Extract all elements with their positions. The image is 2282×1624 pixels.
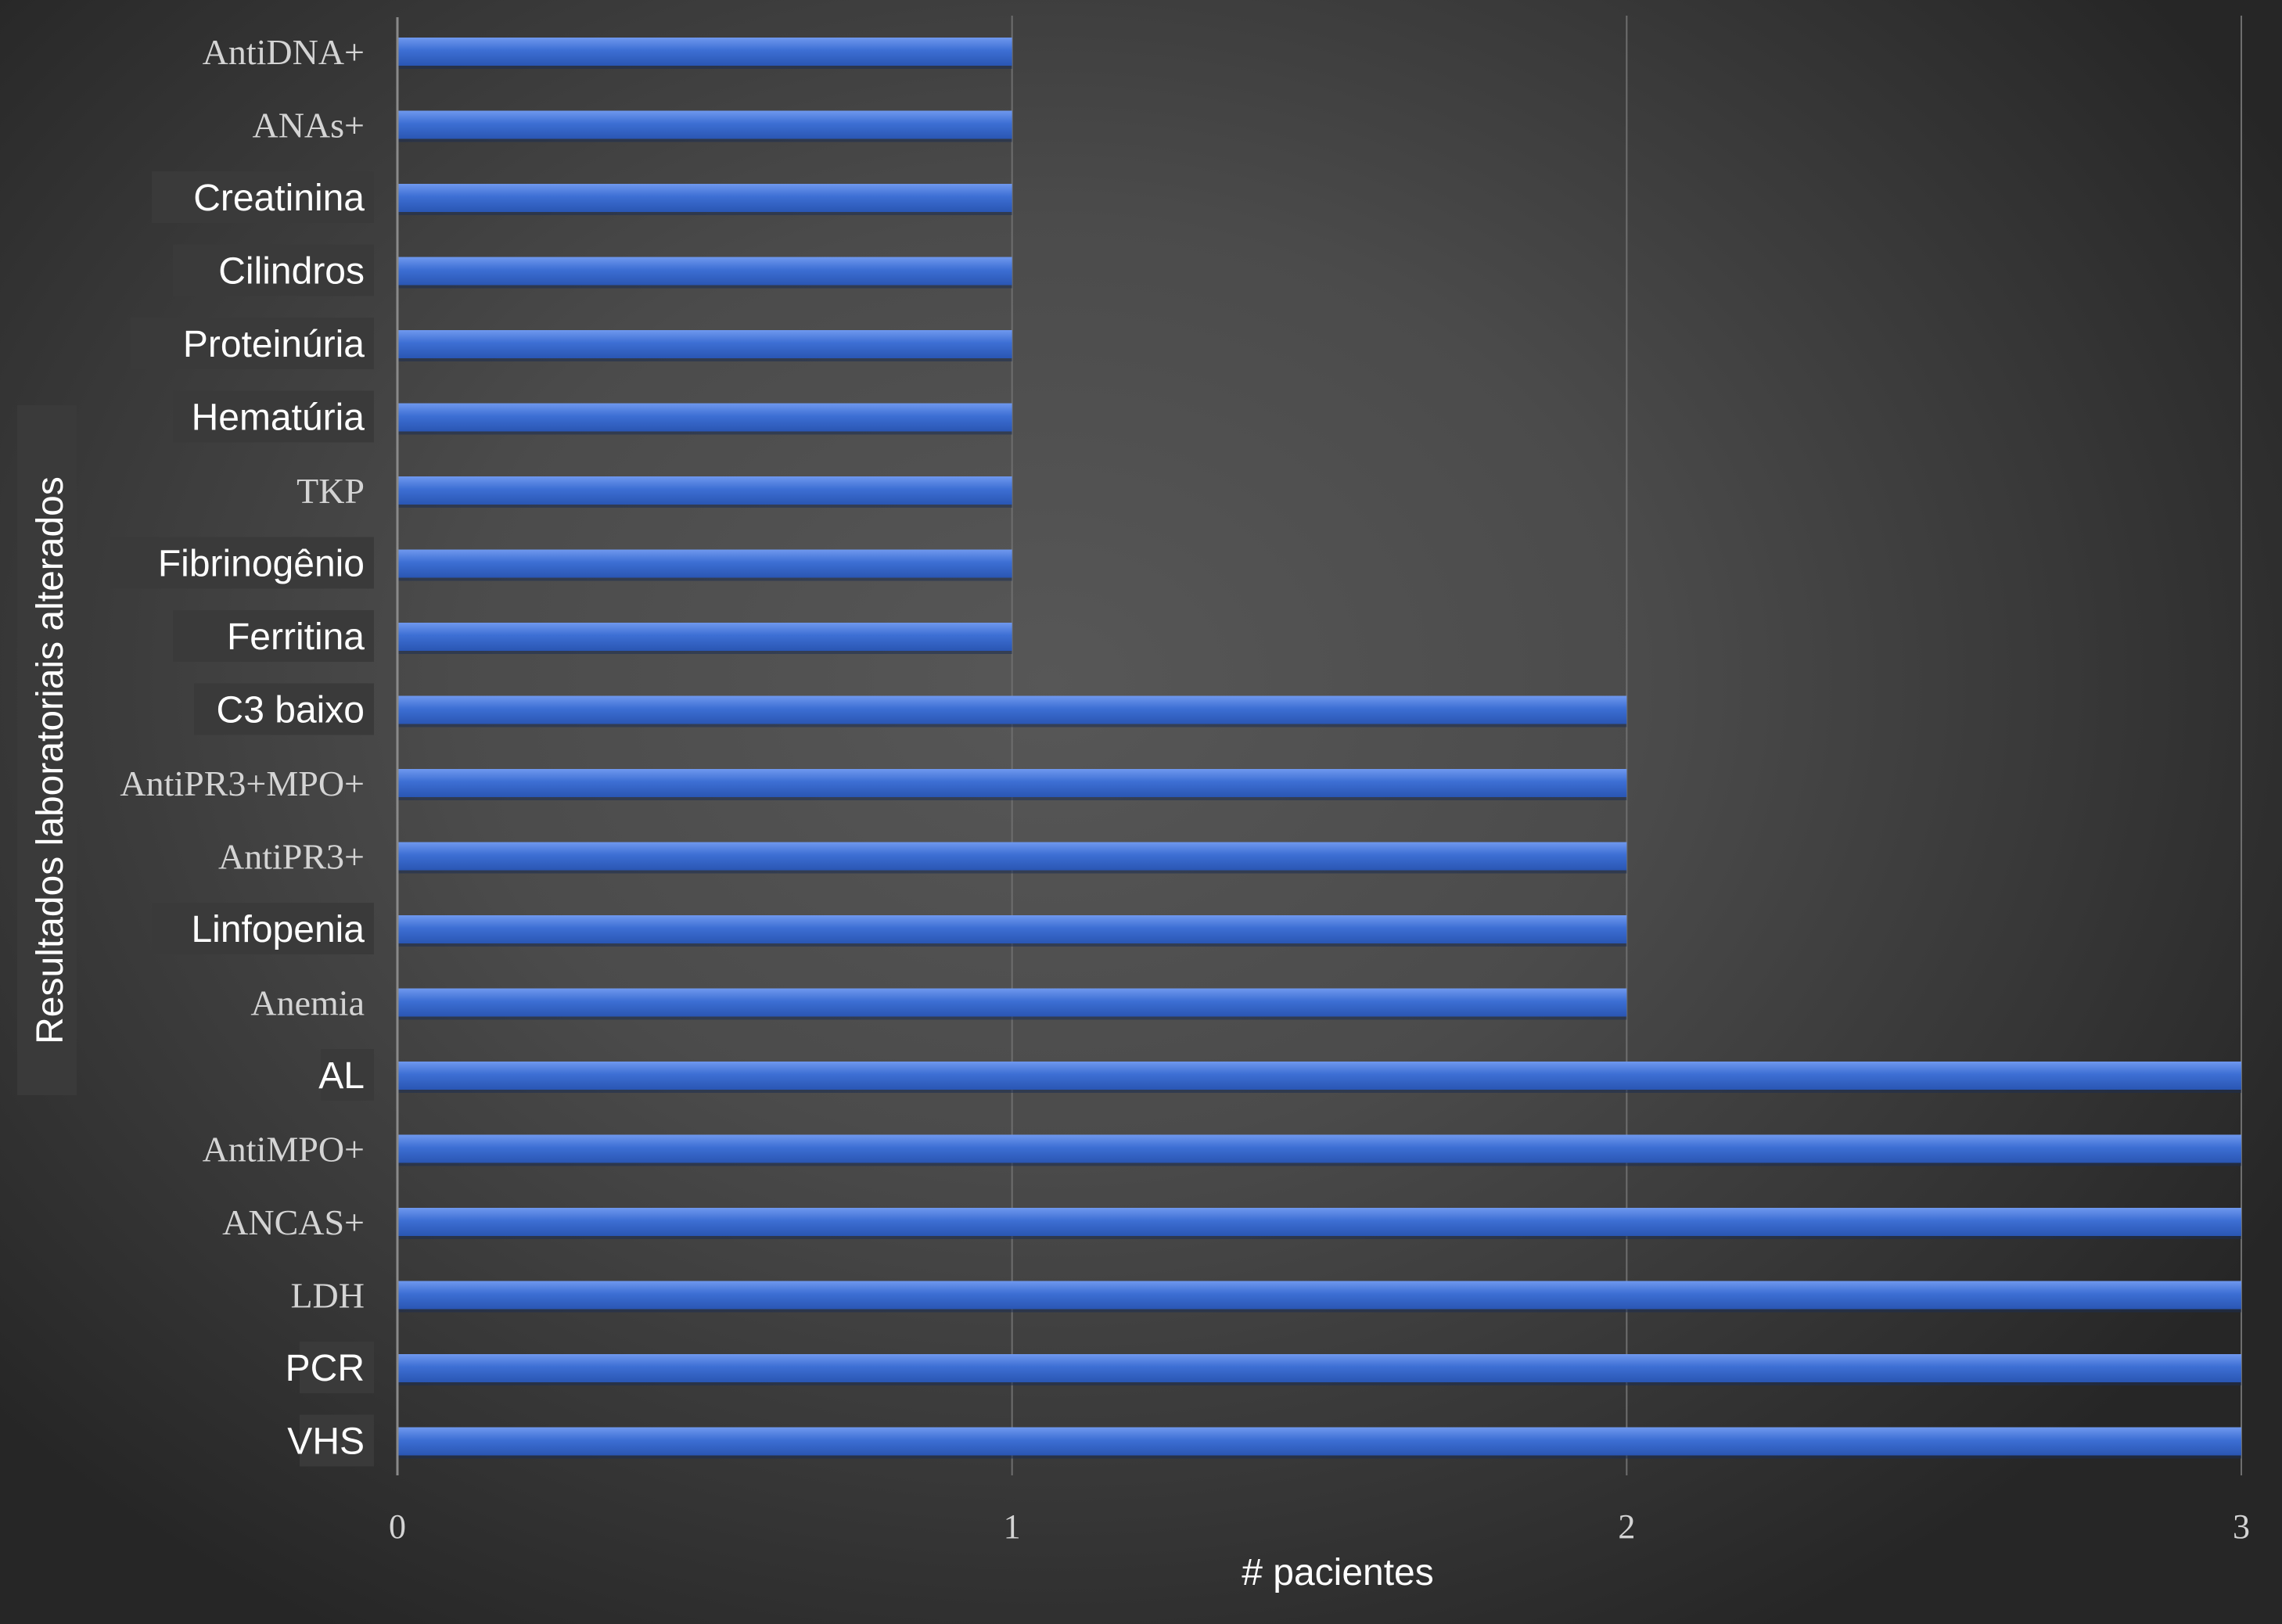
bar-shadow (398, 1236, 2241, 1239)
category-label: Proteinúria (183, 324, 365, 365)
y-axis-title-background (17, 405, 77, 1095)
category-label: LDH (290, 1276, 365, 1316)
category-label-background (152, 903, 374, 954)
bar-shadow (398, 285, 1012, 289)
bar (398, 915, 1627, 943)
category-label: PCR (286, 1348, 365, 1389)
bar (398, 988, 1627, 1017)
bar (398, 38, 1012, 66)
x-tick-label: 0 (389, 1507, 406, 1546)
category-label: TKP (296, 471, 365, 511)
gridlines (1011, 16, 2242, 1475)
category-label: Creatinina (193, 178, 365, 219)
bar-shadow (398, 66, 1012, 69)
category-label: ANAs+ (252, 106, 365, 146)
category-label: AntiPR3+MPO+ (120, 763, 365, 803)
bar-shadow (398, 797, 1627, 800)
bar (398, 1062, 2241, 1090)
bar-shadow (398, 724, 1627, 728)
category-label-background (173, 390, 374, 443)
bar (398, 330, 1012, 358)
category-label: AntiPR3+ (218, 837, 365, 877)
bar (398, 623, 1012, 651)
bar (398, 1208, 2241, 1236)
bars (398, 38, 2241, 1459)
category-label-background (300, 1342, 374, 1393)
bar (398, 1354, 2241, 1382)
bar-shadow (398, 505, 1012, 508)
category-label: Fibrinogênio (158, 544, 365, 585)
bar-shadow (398, 1090, 2241, 1093)
category-label: AntiDNA+ (203, 32, 365, 72)
category-labels: AntiDNA+ ANAs+ Creatinina Cilindros Proteinú… (110, 32, 374, 1467)
bar-shadow (398, 358, 1012, 361)
bar (398, 549, 1012, 578)
bar-shadow (398, 1455, 2241, 1459)
x-tick-label: 1 (1004, 1507, 1021, 1546)
x-tick-label: 3 (2233, 1507, 2250, 1546)
bar-shadow (398, 212, 1012, 215)
bar (398, 1281, 2241, 1310)
category-label-background (152, 171, 374, 223)
bar-shadow (398, 138, 1012, 142)
category-label: Anemia (250, 983, 365, 1023)
category-label-background (110, 537, 374, 589)
bar (398, 1427, 2241, 1456)
bar (398, 403, 1012, 432)
category-label: AL (318, 1055, 365, 1097)
category-label-background (131, 318, 374, 369)
bar-shadow (398, 1016, 1627, 1020)
bar (398, 695, 1627, 724)
x-tick-label: 2 (1618, 1507, 1635, 1546)
category-label-background (321, 1049, 374, 1101)
category-label-background (300, 1414, 374, 1467)
bar (398, 257, 1012, 286)
bar (398, 769, 1627, 797)
bar-shadow (398, 431, 1012, 435)
category-label: ANCAS+ (222, 1202, 365, 1242)
category-label: AntiMPO+ (203, 1130, 365, 1169)
category-label: C3 baixo (217, 690, 365, 731)
bar-shadow (398, 651, 1012, 654)
category-label: Ferritina (227, 616, 365, 658)
bar-shadow (398, 1162, 2241, 1166)
category-label: Hematúria (192, 397, 365, 439)
y-axis-title: Resultados laboratoriais alterados (30, 476, 71, 1044)
bar-shadow (398, 1309, 2241, 1313)
category-label: VHS (287, 1421, 365, 1463)
category-label: Cilindros (218, 251, 365, 293)
bar (398, 110, 1012, 139)
x-axis-title: # pacientes (1242, 1552, 1434, 1593)
bar-shadow (398, 577, 1012, 581)
bar-shadow (398, 870, 1627, 874)
category-label-background (194, 683, 374, 735)
bar (398, 476, 1012, 505)
category-label-background (173, 610, 374, 662)
bar (398, 184, 1012, 212)
bar (398, 842, 1627, 871)
bar (398, 1134, 2241, 1163)
category-label: Linfopenia (191, 909, 365, 950)
x-tick-labels: 0 1 2 3 (389, 1507, 2250, 1546)
category-label-background (173, 244, 374, 296)
bar-shadow (398, 943, 1627, 947)
bar-shadow (398, 1382, 2241, 1385)
